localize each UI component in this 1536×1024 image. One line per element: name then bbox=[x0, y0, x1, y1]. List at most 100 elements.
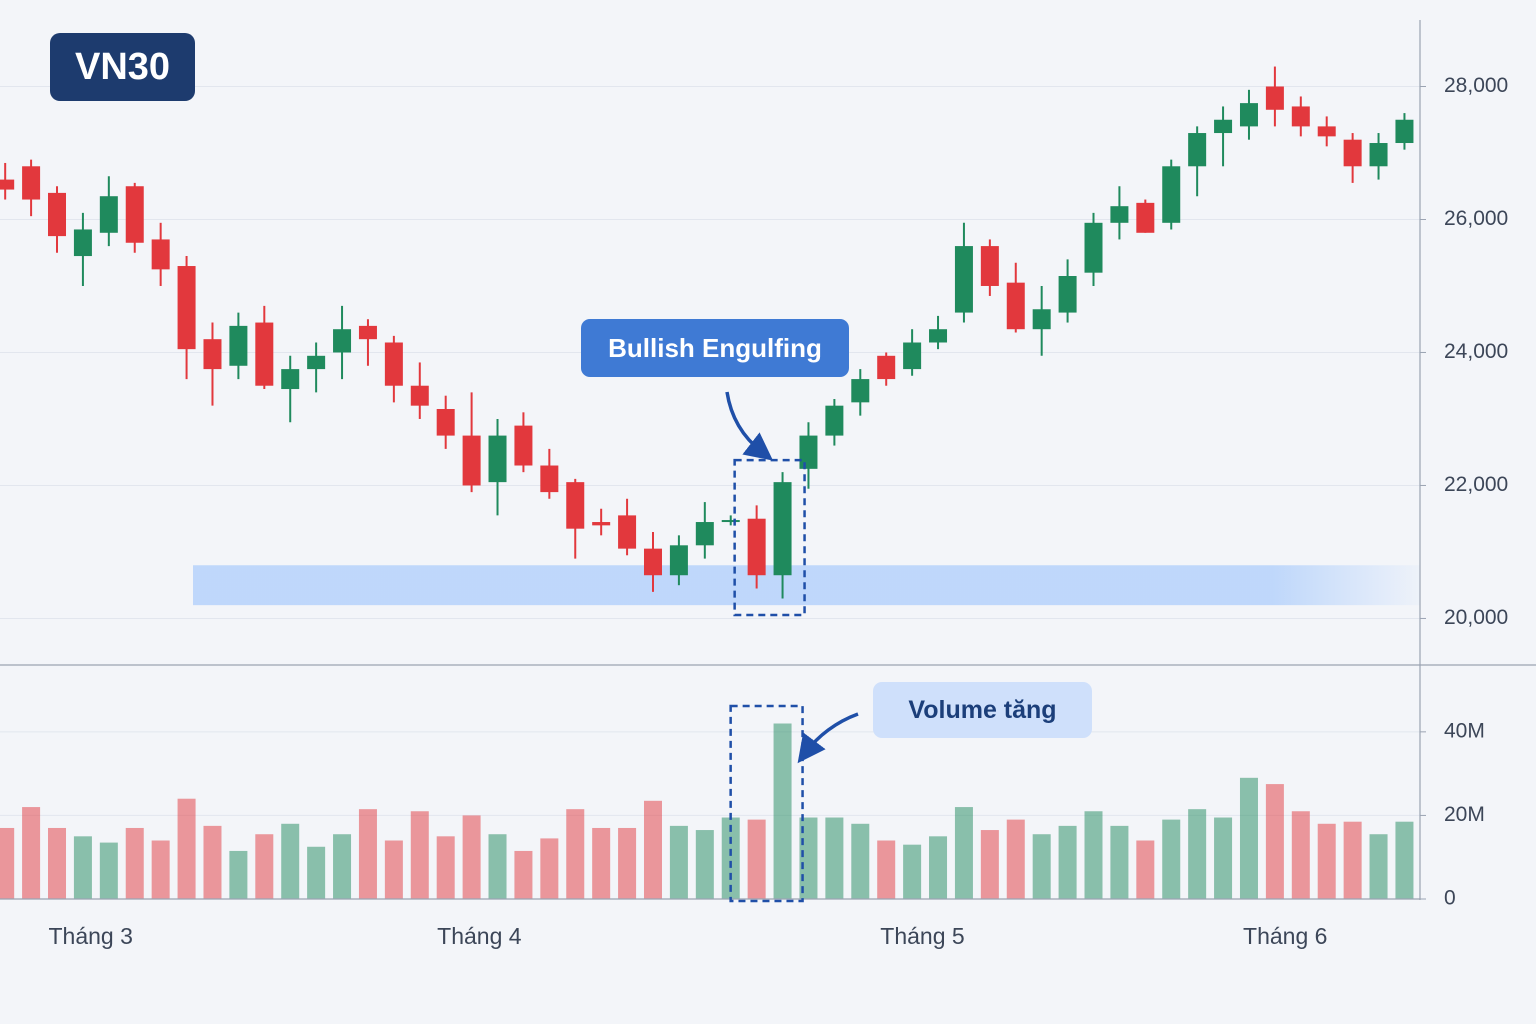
volume-bar bbox=[825, 817, 844, 899]
volume-bar bbox=[73, 836, 92, 899]
volume-bar bbox=[410, 811, 429, 899]
candle-body bbox=[333, 329, 352, 353]
x-tick-label: Tháng 6 bbox=[1243, 923, 1327, 949]
candle-body bbox=[1317, 126, 1336, 137]
candle-body bbox=[566, 482, 585, 529]
candle-body bbox=[1136, 202, 1155, 233]
candle-body bbox=[592, 522, 611, 526]
volume-bar bbox=[99, 842, 118, 899]
candle-body bbox=[203, 339, 222, 370]
volume-bar bbox=[1395, 821, 1414, 899]
candle-body bbox=[1110, 206, 1129, 223]
annotation-arrow bbox=[725, 391, 774, 461]
volume-bar bbox=[0, 827, 15, 899]
volume-bar bbox=[643, 800, 662, 899]
candle-body bbox=[1032, 309, 1051, 330]
y-tick-label: 22,000 bbox=[1444, 473, 1508, 496]
candle-body bbox=[1291, 106, 1310, 127]
x-tick-label: Tháng 3 bbox=[48, 923, 132, 949]
volume-bar bbox=[333, 834, 352, 899]
volume-bar bbox=[618, 827, 637, 899]
index-badge: VN30 bbox=[50, 33, 195, 101]
volume-bar bbox=[488, 834, 507, 899]
y-tick-label: 28,000 bbox=[1444, 74, 1508, 97]
candle-body bbox=[669, 545, 688, 576]
volume-bar bbox=[125, 827, 144, 899]
candle-body bbox=[1006, 282, 1025, 330]
candle-body bbox=[851, 379, 870, 403]
volume-bar bbox=[695, 830, 714, 899]
candle-body bbox=[618, 515, 637, 549]
volume-bar bbox=[1291, 811, 1310, 899]
volume-bar bbox=[592, 827, 611, 899]
volume-bar bbox=[773, 723, 792, 899]
x-tick-label: Tháng 4 bbox=[437, 923, 522, 949]
volume-bar bbox=[229, 850, 248, 899]
volume-bar bbox=[540, 838, 559, 899]
pattern-highlight bbox=[733, 458, 806, 617]
volume-bar bbox=[1162, 819, 1181, 899]
candle-body bbox=[877, 355, 896, 380]
y-tick-label: 40M bbox=[1444, 719, 1485, 742]
candle-body bbox=[1214, 119, 1233, 134]
candle-body bbox=[384, 342, 403, 386]
candle-body bbox=[1162, 166, 1181, 223]
volume-bar bbox=[48, 827, 67, 899]
volume-bar bbox=[436, 836, 455, 899]
volume-bar bbox=[281, 823, 300, 899]
candle-body bbox=[177, 266, 196, 350]
candle-body bbox=[358, 325, 377, 340]
candle-body bbox=[1343, 139, 1362, 167]
volume-bar bbox=[203, 825, 222, 899]
candle-body bbox=[151, 239, 170, 270]
volume-bar bbox=[1006, 819, 1025, 899]
candle-body bbox=[903, 342, 922, 370]
volume-bar bbox=[1317, 823, 1336, 899]
volume-bar bbox=[1239, 777, 1258, 899]
candle-body bbox=[695, 522, 714, 546]
candle-body bbox=[799, 435, 818, 469]
volume-bar bbox=[177, 798, 196, 899]
support-zone bbox=[193, 565, 1420, 606]
volume-bar bbox=[1214, 817, 1233, 899]
candle-body bbox=[22, 166, 41, 200]
candle-body bbox=[643, 548, 662, 576]
candle-body bbox=[281, 369, 300, 390]
volume-layer bbox=[0, 723, 1414, 899]
volume-bar bbox=[22, 807, 41, 899]
volume-bar bbox=[514, 850, 533, 899]
volume-bar bbox=[1032, 834, 1051, 899]
candle-body bbox=[1395, 119, 1414, 144]
candle-body bbox=[1188, 133, 1207, 167]
candle-body bbox=[488, 435, 507, 483]
grid bbox=[0, 85, 1420, 900]
volume-bar bbox=[151, 840, 170, 899]
candle-body bbox=[954, 246, 973, 313]
candle-body bbox=[307, 355, 326, 370]
candle-layer bbox=[0, 66, 1414, 599]
candle-body bbox=[99, 196, 118, 233]
volume-bar bbox=[384, 840, 403, 899]
volume-annotation: Volume tăng bbox=[873, 682, 1092, 738]
candle-body bbox=[73, 229, 92, 257]
pattern-annotation: Bullish Engulfing bbox=[581, 319, 849, 377]
volume-bar bbox=[877, 840, 896, 899]
x-tick-label: Tháng 5 bbox=[880, 923, 964, 949]
volume-bar bbox=[799, 817, 818, 899]
annotation-arrow bbox=[797, 712, 859, 764]
volume-bar bbox=[1188, 809, 1207, 899]
candle-body bbox=[514, 425, 533, 466]
candle-body bbox=[436, 408, 455, 436]
volume-bar bbox=[566, 809, 585, 899]
volume-bar bbox=[1136, 840, 1155, 899]
volume-bar bbox=[721, 817, 740, 899]
candle-body bbox=[462, 435, 481, 486]
candle-body bbox=[0, 179, 15, 190]
volume-bar bbox=[1343, 821, 1362, 899]
candle-body bbox=[1058, 276, 1077, 313]
candle-body bbox=[255, 322, 274, 386]
volume-bar bbox=[255, 834, 274, 899]
volume-bar bbox=[307, 846, 326, 899]
volume-bar bbox=[1084, 811, 1103, 899]
